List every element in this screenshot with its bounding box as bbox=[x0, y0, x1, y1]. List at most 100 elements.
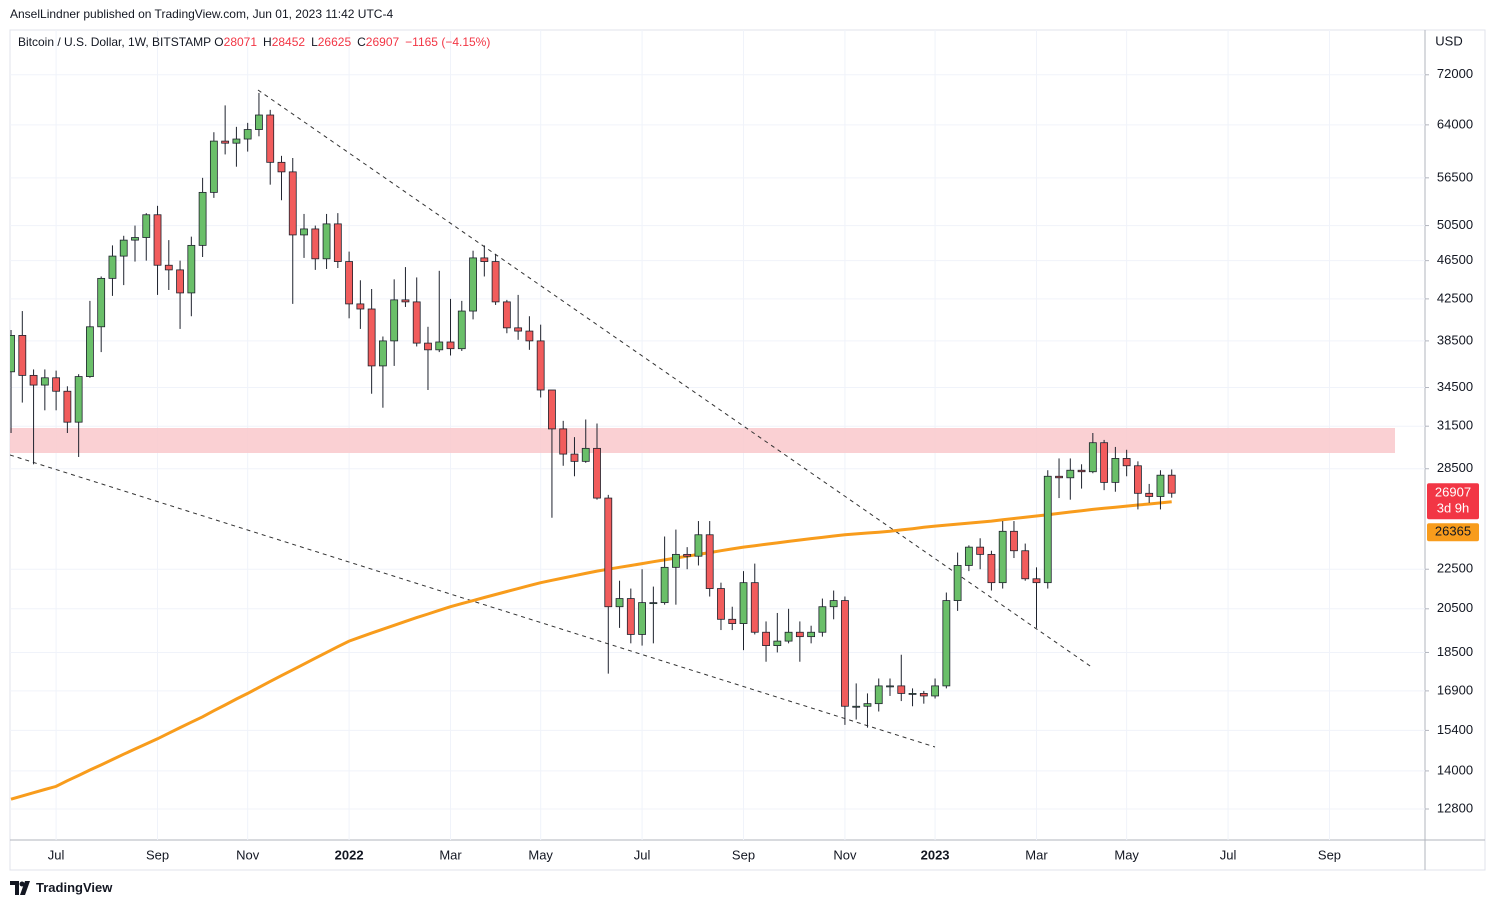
ohlc-value: 26907 bbox=[365, 35, 400, 49]
x-tick-label: Jul bbox=[1220, 847, 1237, 862]
candle-body bbox=[559, 428, 568, 455]
candle-body bbox=[74, 376, 83, 423]
candle-body bbox=[322, 223, 331, 260]
candle-body bbox=[119, 239, 128, 257]
candle-body bbox=[198, 191, 207, 246]
ohlc-value: 28071 bbox=[223, 35, 258, 49]
candle-body bbox=[694, 534, 703, 557]
candle-body bbox=[10, 335, 15, 373]
candle-body bbox=[164, 264, 173, 271]
candle-body bbox=[97, 277, 106, 328]
y-tick-label: 38500 bbox=[1437, 332, 1473, 347]
candle-body bbox=[593, 447, 601, 499]
candle-body bbox=[356, 303, 365, 310]
candle-body bbox=[86, 326, 94, 377]
candle-body bbox=[131, 237, 139, 241]
candle-body bbox=[750, 582, 759, 633]
candle-body bbox=[277, 161, 286, 173]
candle-body bbox=[987, 553, 996, 584]
moving-average bbox=[10, 500, 1172, 801]
footer: TradingView bbox=[10, 880, 112, 895]
candle-body bbox=[1055, 475, 1063, 479]
candle-body bbox=[671, 553, 680, 568]
candle-body bbox=[818, 606, 827, 633]
candle-body bbox=[1100, 442, 1109, 483]
x-tick-label: 2023 bbox=[921, 847, 950, 862]
ohlc-label: O bbox=[214, 35, 224, 49]
candle-body bbox=[1156, 474, 1165, 497]
candle-body bbox=[502, 301, 511, 329]
candle-body bbox=[717, 588, 725, 620]
candle-body bbox=[548, 389, 556, 430]
candle-body bbox=[266, 114, 275, 163]
candle-body bbox=[773, 640, 782, 646]
candle-body bbox=[976, 546, 985, 555]
y-tick-label: 34500 bbox=[1437, 379, 1473, 394]
candle-body bbox=[626, 598, 635, 635]
candle-body bbox=[728, 618, 737, 624]
candle-body bbox=[649, 602, 658, 605]
trend-line bbox=[10, 454, 936, 748]
x-tick-label: Nov bbox=[833, 847, 857, 862]
candle-body bbox=[998, 530, 1007, 584]
y-tick-label: 28500 bbox=[1437, 460, 1473, 475]
candle-body bbox=[1111, 458, 1120, 483]
candle-body bbox=[1021, 550, 1030, 580]
candle-body bbox=[897, 685, 906, 694]
x-tick-label: May bbox=[1114, 847, 1139, 862]
candle-body bbox=[942, 600, 951, 687]
ma-tag bbox=[1427, 523, 1479, 542]
candle-body bbox=[187, 244, 196, 294]
trend-line bbox=[257, 89, 1094, 669]
candle-body bbox=[807, 631, 816, 638]
candle-body bbox=[615, 598, 624, 608]
candle-body bbox=[390, 299, 399, 342]
candle-body bbox=[435, 341, 444, 351]
ohlc-label: H bbox=[263, 35, 272, 49]
y-tick-label: 20500 bbox=[1437, 600, 1473, 615]
y-tick-label: 64000 bbox=[1437, 116, 1473, 131]
candle-body bbox=[829, 600, 838, 608]
x-tick-label: Mar bbox=[1025, 847, 1048, 862]
candle-body bbox=[525, 330, 534, 342]
candle-body bbox=[480, 257, 489, 262]
candle-body bbox=[1167, 474, 1176, 494]
candle-body bbox=[886, 685, 894, 688]
y-tick-label: 22500 bbox=[1437, 561, 1473, 576]
candle-body bbox=[221, 140, 230, 144]
candle-body bbox=[333, 223, 342, 262]
candle-body bbox=[300, 228, 308, 236]
y-tick-label: 14000 bbox=[1437, 762, 1473, 777]
resistance-zone bbox=[10, 428, 1395, 453]
candle-body bbox=[29, 374, 38, 386]
candle-body bbox=[1145, 492, 1154, 497]
ohlc: O28071 H28452 L26625 C26907 bbox=[214, 35, 405, 49]
candle-body bbox=[379, 340, 387, 367]
candle-body bbox=[311, 228, 320, 260]
candle-body bbox=[784, 631, 793, 642]
candle-body bbox=[446, 341, 455, 350]
ma-tag-label: 26365 bbox=[1435, 524, 1471, 539]
brand: TradingView bbox=[36, 880, 113, 895]
candle-body bbox=[581, 447, 590, 462]
candle-body bbox=[908, 693, 917, 695]
price-tag-label: 26907 bbox=[1435, 485, 1471, 500]
candle-body bbox=[209, 140, 218, 193]
candle-body bbox=[536, 340, 545, 391]
y-tick-label: 31500 bbox=[1437, 418, 1473, 433]
candle-body bbox=[964, 546, 973, 566]
candle-body bbox=[739, 582, 748, 624]
candle-body bbox=[63, 390, 72, 423]
candle-body bbox=[232, 138, 241, 144]
candle-body bbox=[919, 693, 928, 697]
candle-body bbox=[153, 214, 162, 266]
candle-body bbox=[660, 566, 669, 604]
ohlc-label: C bbox=[357, 35, 366, 49]
x-tick-label: Sep bbox=[1318, 847, 1341, 862]
candle-body bbox=[1077, 469, 1086, 473]
candle-body bbox=[762, 631, 770, 646]
candle-body bbox=[345, 261, 353, 305]
candle-body bbox=[457, 310, 466, 350]
